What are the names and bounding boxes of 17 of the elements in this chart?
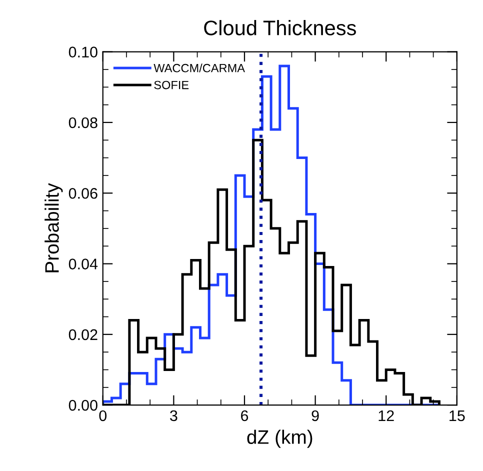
y-tick-label: 0.02 — [68, 329, 98, 340]
legend-label: WACCM/CARMA — [154, 64, 245, 72]
y-tick-label: 0.08 — [68, 117, 98, 128]
legend-label: SOFIE — [154, 80, 189, 90]
x-tick-label: 12 — [378, 410, 394, 421]
x-axis-title: dZ (km) — [247, 430, 312, 448]
y-tick-label: 0.04 — [68, 258, 98, 270]
chart-title: Cloud Thickness — [204, 20, 356, 36]
y-tick-label: 0.06 — [68, 188, 98, 199]
x-tick-label: 9 — [312, 410, 319, 422]
y-tick-label: 0.00 — [68, 400, 98, 411]
y-tick-label: 0.10 — [68, 46, 98, 58]
x-tick-label: 3 — [170, 410, 178, 422]
y-axis-title: Probability — [44, 183, 63, 272]
x-tick-label: 15 — [450, 410, 465, 422]
x-tick-label: 0 — [99, 410, 107, 422]
x-tick-label: 6 — [241, 410, 248, 422]
